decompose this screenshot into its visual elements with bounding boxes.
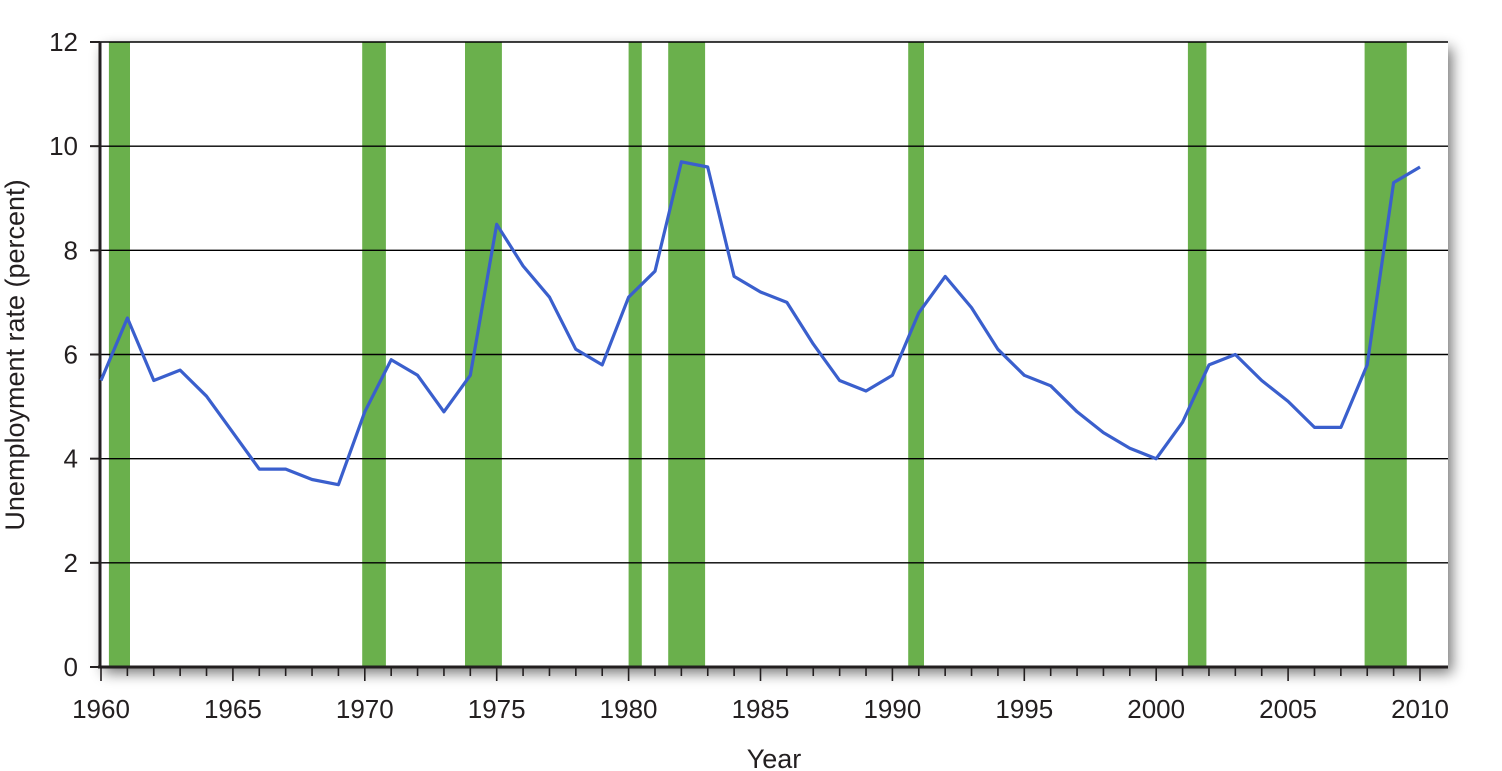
x-tick-label-2010: 2010 <box>1391 694 1449 724</box>
y-tick-label-0: 0 <box>64 652 78 682</box>
x-tick-label-1990: 1990 <box>863 694 921 724</box>
y-tick-label-10: 10 <box>49 131 78 161</box>
x-tick-label-1985: 1985 <box>732 694 790 724</box>
tick-labels: 0 2 4 6 8 10 12 1960 1965 1970 1975 1980 1985 1990 199… <box>49 27 1449 724</box>
gridlines <box>100 41 1448 564</box>
x-tick-label-2005: 2005 <box>1259 694 1317 724</box>
y-tick-label-8: 8 <box>64 235 78 265</box>
y-tick-label-2: 2 <box>64 548 78 578</box>
y-axis-title: Unemployment rate (percent) <box>0 179 30 530</box>
x-axis-title: Year <box>747 744 802 771</box>
x-tick-label-1995: 1995 <box>995 694 1053 724</box>
y-tick-label-12: 12 <box>49 27 78 57</box>
x-tick-label-1980: 1980 <box>600 694 658 724</box>
y-tick-label-6: 6 <box>64 340 78 370</box>
x-tick-label-1975: 1975 <box>468 694 526 724</box>
axes <box>90 41 1448 681</box>
x-tick-label-2000: 2000 <box>1127 694 1185 724</box>
x-tick-label-1960: 1960 <box>72 694 130 724</box>
y-tick-label-4: 4 <box>64 444 78 474</box>
x-tick-label-1965: 1965 <box>204 694 262 724</box>
x-tick-label-1970: 1970 <box>336 694 394 724</box>
unemployment-line <box>99 160 1421 487</box>
